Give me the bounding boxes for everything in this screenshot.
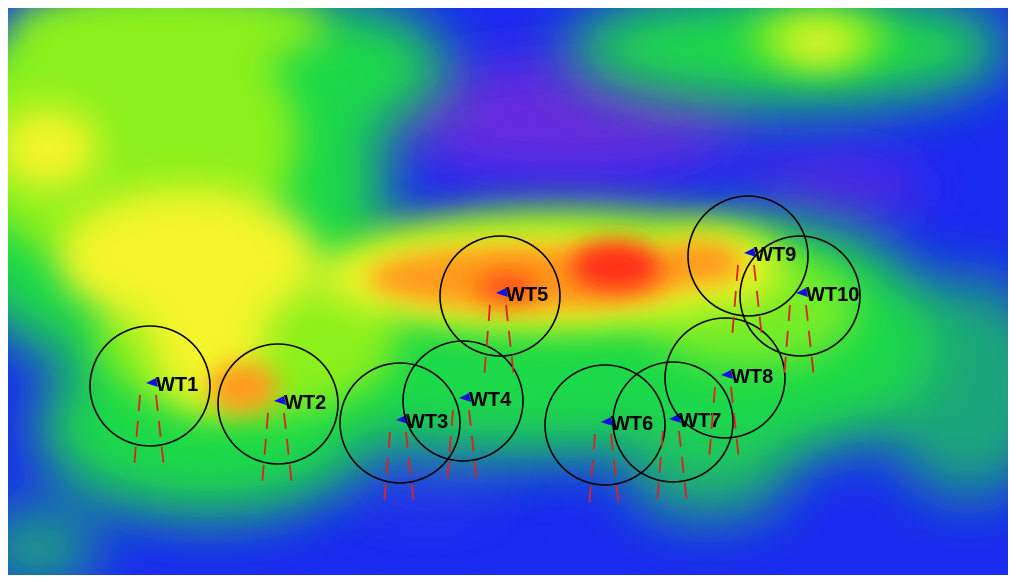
wake-line <box>283 412 293 487</box>
turbine-label: WT1 <box>156 374 198 396</box>
wake-line <box>678 430 688 505</box>
turbine-range-circle <box>402 340 524 462</box>
turbine-marker-icon <box>274 396 286 405</box>
turbine-marker-icon <box>601 417 613 426</box>
turbine-range-circle <box>217 343 339 465</box>
wake-lines <box>588 433 620 508</box>
turbine-label: WT10 <box>806 284 859 306</box>
wake-lines <box>483 304 515 379</box>
heat-layer-red <box>478 241 661 304</box>
wake-lines <box>783 304 815 379</box>
turbine-range-circle <box>544 364 666 486</box>
turbine-label: WT7 <box>679 410 721 432</box>
wake-line <box>468 409 478 484</box>
turbine-wt10[interactable]: WT10 <box>739 235 861 379</box>
wake-lines <box>261 412 293 487</box>
wake-line <box>505 304 515 379</box>
wake-lines <box>731 264 763 339</box>
wake-lines <box>656 430 688 505</box>
turbine-marker-icon <box>796 288 808 297</box>
turbine-wt5[interactable]: WT5 <box>439 235 561 379</box>
heatmap-canvas: WT1 WT2 WT3 WT4 WT5 WT6 WT7 WT8 WT9 WT10 <box>8 8 1008 575</box>
turbine-range-circle <box>339 362 461 484</box>
wind-resource-map[interactable]: WT1 WT2 WT3 WT4 WT5 WT6 WT7 WT8 WT9 WT10 <box>8 8 1008 575</box>
wake-lines <box>383 431 415 506</box>
turbine-range-circle <box>664 317 786 439</box>
wake-line <box>730 386 740 461</box>
turbine-marker-icon <box>744 248 756 257</box>
turbine-label: WT6 <box>611 413 653 435</box>
turbine-label: WT9 <box>754 244 796 266</box>
wake-line <box>783 304 791 379</box>
wake-line <box>155 394 165 469</box>
turbine-wt6[interactable]: WT6 <box>544 364 666 508</box>
turbine-label: WT5 <box>506 284 548 306</box>
wake-line <box>588 433 596 508</box>
turbine-range-circle <box>687 195 809 317</box>
wake-line <box>656 430 664 505</box>
wake-line <box>483 304 491 379</box>
turbine-label: WT4 <box>469 389 512 411</box>
turbine-label: WT8 <box>731 366 773 388</box>
turbine-range-circle <box>612 361 734 483</box>
wake-line <box>261 412 269 487</box>
turbine-range-circle <box>739 235 861 357</box>
wake-lines <box>708 386 740 461</box>
turbine-wt2[interactable]: WT2 <box>217 343 339 487</box>
turbine-marker-icon <box>459 393 471 402</box>
turbine-wt9[interactable]: WT9 <box>687 195 809 339</box>
wake-line <box>708 386 716 461</box>
turbine-wt4[interactable]: WT4 <box>402 340 524 484</box>
wake-line <box>805 304 815 379</box>
wake-line <box>731 264 739 339</box>
turbine-range-circle <box>439 235 561 357</box>
wake-line <box>610 433 620 508</box>
wake-line <box>405 431 415 506</box>
turbine-marker-icon <box>721 370 733 379</box>
turbine-label: WT3 <box>406 411 448 433</box>
turbine-wt3[interactable]: WT3 <box>339 362 461 506</box>
heat-field <box>8 8 1008 575</box>
turbine-wt8[interactable]: WT8 <box>664 317 786 461</box>
turbine-label: WT2 <box>284 392 326 414</box>
wake-lines <box>446 409 478 484</box>
wake-line <box>133 394 141 469</box>
turbine-marker-icon <box>496 288 508 297</box>
wake-line <box>753 264 763 339</box>
turbines-layer: WT1 WT2 WT3 WT4 WT5 WT6 WT7 WT8 WT9 WT10 <box>89 195 861 508</box>
turbine-wt1[interactable]: WT1 <box>89 325 211 469</box>
wake-line <box>383 431 391 506</box>
wake-line <box>446 409 454 484</box>
turbine-marker-icon <box>146 378 158 387</box>
wake-lines <box>133 394 165 469</box>
turbine-range-circle <box>89 325 211 447</box>
